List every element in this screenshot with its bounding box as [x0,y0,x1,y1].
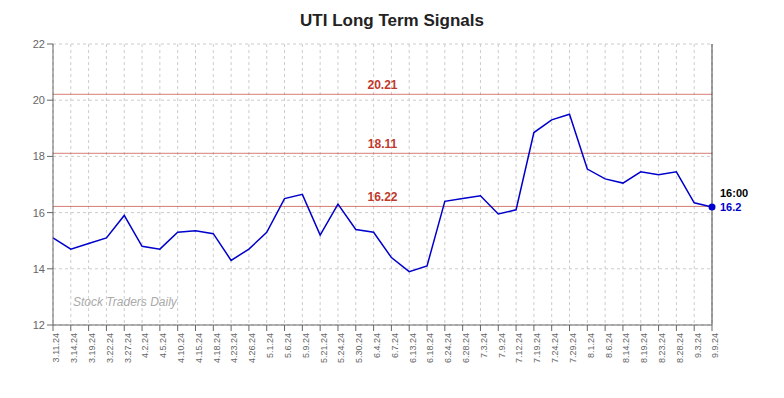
svg-text:16.22: 16.22 [367,190,397,204]
svg-text:5.21.24: 5.21.24 [319,333,329,363]
svg-text:20: 20 [33,94,45,106]
svg-text:5.24.24: 5.24.24 [336,333,346,363]
svg-text:7.29.24: 7.29.24 [568,333,578,363]
svg-text:20.21: 20.21 [367,78,397,92]
svg-text:3.27.24: 3.27.24 [123,333,133,363]
svg-text:14: 14 [33,263,45,275]
svg-text:4.18.24: 4.18.24 [212,333,222,363]
html-text:Stock Traders Daily: Stock Traders Daily [73,295,177,309]
svg-text:6.18.24: 6.18.24 [425,333,435,363]
svg-text:6.28.24: 6.28.24 [461,333,471,363]
svg-text:6.4.24: 6.4.24 [372,333,382,358]
svg-text:4.5.24: 4.5.24 [158,333,168,358]
svg-text:8.6.24: 8.6.24 [604,333,614,358]
svg-text:3.11.24: 3.11.24 [51,333,61,362]
svg-text:16.2: 16.2 [720,201,741,213]
svg-text:8.28.24: 8.28.24 [675,333,685,363]
svg-text:3.22.24: 3.22.24 [105,333,115,363]
svg-text:8.23.24: 8.23.24 [657,333,667,363]
svg-text:18: 18 [33,150,45,162]
svg-text:4.26.24: 4.26.24 [247,333,257,363]
svg-text:12: 12 [33,319,45,331]
svg-text:8.19.24: 8.19.24 [639,333,649,363]
svg-text:16: 16 [33,207,45,219]
svg-text:7.24.24: 7.24.24 [550,333,560,363]
svg-text:6.13.24: 6.13.24 [408,333,418,363]
svg-text:6.7.24: 6.7.24 [390,333,400,358]
svg-text:6.24.24: 6.24.24 [443,333,453,363]
svg-text:4.23.24: 4.23.24 [229,333,239,363]
svg-text:16:00: 16:00 [720,187,748,199]
svg-text:7.9.24: 7.9.24 [497,333,507,358]
svg-text:5.6.24: 5.6.24 [283,333,293,358]
svg-text:8.1.24: 8.1.24 [586,333,596,358]
svg-text:5.30.24: 5.30.24 [354,333,364,363]
svg-text:3.14.24: 3.14.24 [69,333,79,363]
svg-text:7.19.24: 7.19.24 [532,333,542,363]
svg-text:4.15.24: 4.15.24 [194,333,204,363]
svg-text:4.2.24: 4.2.24 [140,333,150,358]
svg-text:5.1.24: 5.1.24 [265,333,275,358]
svg-text:8.14.24: 8.14.24 [621,333,631,363]
svg-text:9.3.24: 9.3.24 [693,333,703,358]
svg-text:18.11: 18.11 [368,137,398,151]
svg-text:9.9.24: 9.9.24 [710,333,720,358]
svg-text:5.9.24: 5.9.24 [301,333,311,358]
svg-text:4.10.24: 4.10.24 [176,333,186,363]
svg-text:7.3.24: 7.3.24 [479,333,489,358]
svg-text:3.19.24: 3.19.24 [87,333,97,363]
html-text:UTI Long Term Signals: UTI Long Term Signals [300,11,484,30]
svg-text:7.12.24: 7.12.24 [514,333,524,363]
svg-text:22: 22 [33,38,45,50]
